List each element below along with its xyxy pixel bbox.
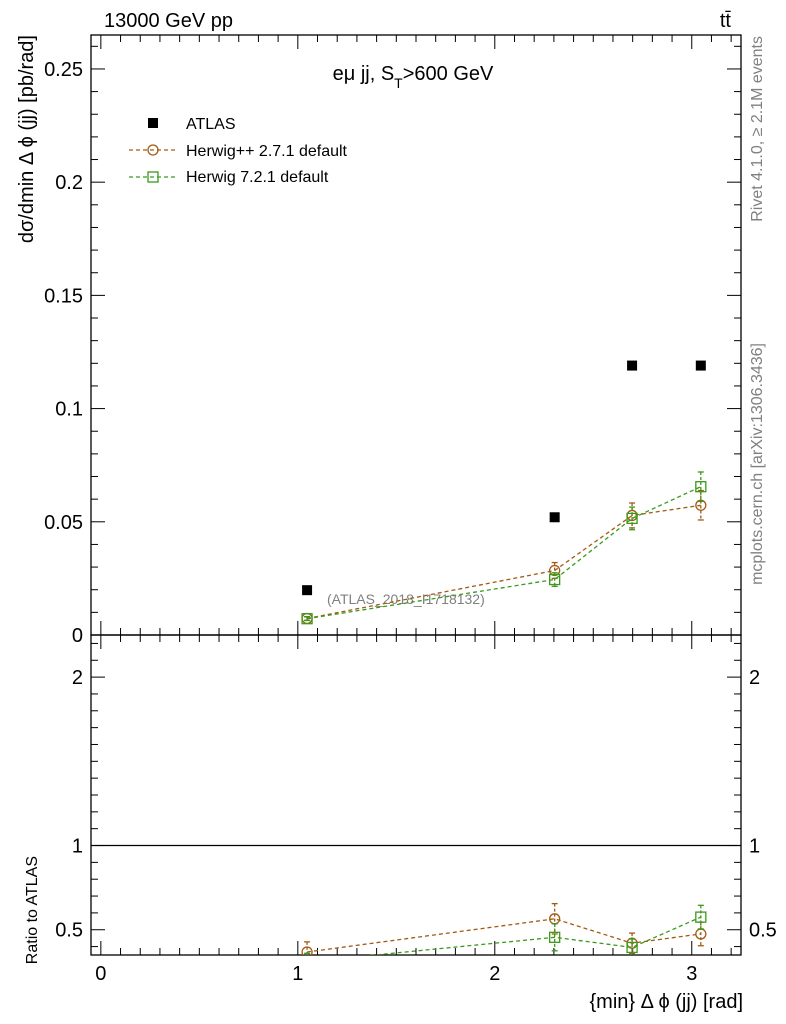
- series-herwig-7-2-1-default: [301, 471, 707, 625]
- series-line: [306, 504, 701, 620]
- ratio-series: [301, 902, 707, 967]
- data-point: [626, 941, 638, 954]
- x-tick-label: 3: [686, 963, 697, 985]
- main-ytick-label: 0.1: [55, 399, 83, 421]
- main-y-axis-label: dσ/dmin Δ ϕ (jj) [pb/rad]: [16, 35, 38, 243]
- data-point: [301, 946, 313, 955]
- series-herwig-2-7-1-default: [301, 902, 707, 955]
- ratio-ytick-label-right: 1: [749, 836, 760, 858]
- data-point: [302, 585, 313, 596]
- x-tick-label: 2: [489, 963, 500, 985]
- legend-herwig7-label: Herwig 7.2.1 default: [186, 169, 329, 186]
- energy-label: 13000 GeV pp: [104, 10, 233, 32]
- series-line: [307, 918, 701, 953]
- main-ytick-label: 0: [72, 625, 83, 647]
- ratio-ytick-label-right: 0.5: [749, 920, 777, 942]
- rivet-label: Rivet 4.1.0, ≥ 2.1M events: [749, 36, 766, 222]
- data-point: [695, 499, 707, 511]
- main-ytick-label: 0.05: [44, 512, 83, 534]
- ratio-ticks: 0.5 0.5 1 1 2 2 0 1 2 3: [55, 635, 777, 985]
- legend-herwigpp-marker: [147, 144, 159, 156]
- data-point: [627, 360, 638, 371]
- x-tick-label: 1: [292, 963, 303, 985]
- main-ytick-label: 0.25: [44, 59, 83, 81]
- data-point: [301, 613, 313, 625]
- ratio-ytick-label-right: 2: [749, 667, 760, 689]
- mcplots-label: mcplots.cern.ch [arXiv:1306.3436]: [749, 343, 766, 585]
- ratio-ytick-label: 1: [72, 836, 83, 858]
- series-line: [368, 916, 702, 955]
- ratio-frame: [90, 634, 742, 956]
- legend: ATLAS Herwig++ 2.7.1 default Herwig 7.2.…: [129, 116, 348, 186]
- main-ytick-label: 0.15: [44, 285, 83, 307]
- legend-herwigpp-label: Herwig++ 2.7.1 default: [186, 143, 348, 160]
- data-point: [695, 360, 706, 371]
- series-atlas: [302, 360, 706, 596]
- ratio-y-axis-label: Ratio to ATLAS: [24, 856, 41, 964]
- series-herwig-7-2-1-default: [302, 904, 707, 967]
- data-point: [626, 512, 638, 525]
- ratio-ytick-label: 2: [72, 667, 83, 689]
- series-line: [306, 486, 702, 620]
- main-panel: 00.050.10.150.20.25 (ATLAS_2018_I1718132…: [16, 34, 742, 647]
- ratio-panel: 0.5 0.5 1 1 2 2 0 1 2 3 Ratio to ATLAS {min} Δ ϕ …: [24, 634, 777, 1013]
- plot-title: eμ jj, ST>600 GeV: [333, 63, 494, 91]
- ratio-ytick-label: 0.5: [55, 920, 83, 942]
- x-axis-label: {min} Δ ϕ (jj) [rad]: [590, 991, 744, 1013]
- main-series: [301, 360, 707, 625]
- process-label: tt̄: [720, 10, 732, 32]
- main-ticks: 0 0.05 0.1 0.15 0.2 0.25: [44, 35, 741, 647]
- data-point: [695, 481, 707, 493]
- x-tick-label: 0: [95, 963, 106, 985]
- legend-herwig7-marker: [147, 171, 159, 183]
- legend-atlas-label: ATLAS: [186, 116, 236, 133]
- data-point: [549, 512, 560, 523]
- data-point: [695, 911, 707, 923]
- main-ytick-label: 0.2: [55, 172, 83, 194]
- data-point: [549, 573, 561, 586]
- data-point: [549, 931, 561, 943]
- legend-atlas-marker: [148, 118, 158, 128]
- data-point: [302, 957, 312, 967]
